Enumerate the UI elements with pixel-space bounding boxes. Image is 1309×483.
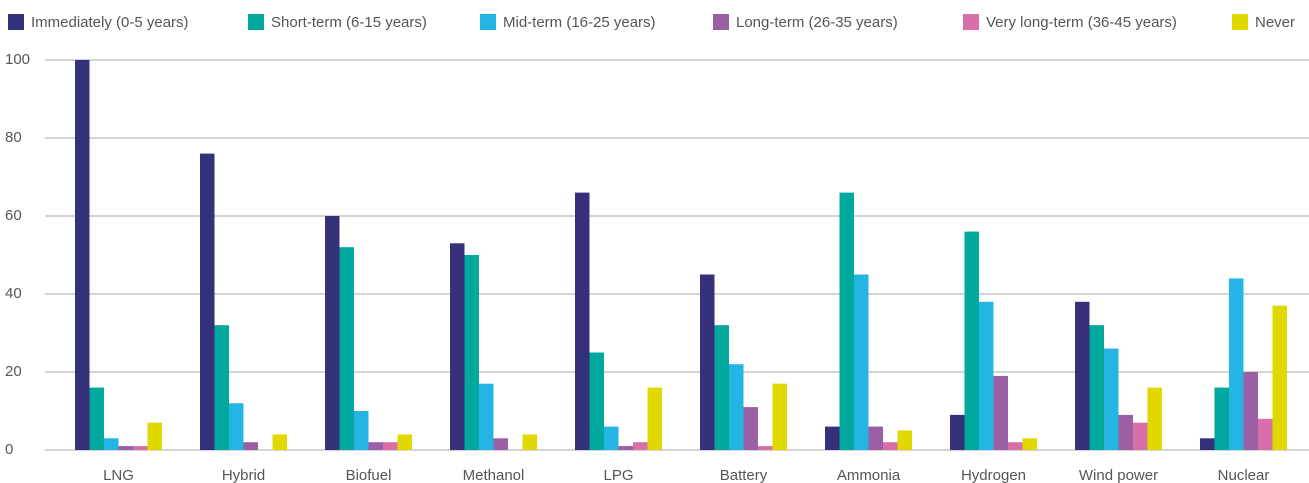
bar	[1214, 387, 1229, 450]
bar	[200, 153, 215, 450]
bar	[479, 383, 494, 450]
y-tick-label: 0	[5, 441, 13, 458]
bar	[368, 442, 383, 450]
bar	[647, 387, 662, 450]
bar	[1272, 305, 1287, 450]
legend-label: Short-term (6-15 years)	[271, 14, 427, 31]
legend-swatch	[8, 14, 24, 30]
bar	[1089, 325, 1104, 450]
bar	[354, 411, 369, 450]
bar	[839, 192, 854, 450]
bar	[1200, 438, 1215, 450]
bar	[618, 446, 633, 450]
bar	[243, 442, 258, 450]
x-tick-label: Hybrid	[222, 467, 265, 483]
x-tick-label: Wind power	[1079, 467, 1158, 483]
bar	[383, 442, 398, 450]
bar	[1075, 301, 1090, 450]
bar	[825, 426, 840, 450]
legend-swatch	[963, 14, 979, 30]
legend-swatch	[713, 14, 729, 30]
bar	[897, 430, 912, 450]
y-tick-label: 80	[5, 129, 22, 146]
x-tick-label: Battery	[720, 467, 768, 483]
bar	[493, 438, 508, 450]
bar	[964, 231, 979, 450]
bar	[1008, 442, 1023, 450]
bar	[104, 438, 119, 450]
bar	[993, 375, 1008, 450]
bar	[868, 426, 883, 450]
x-tick-label: Hydrogen	[961, 467, 1026, 483]
y-tick-label: 40	[5, 285, 22, 302]
legend-swatch	[248, 14, 264, 30]
x-tick-label: Ammonia	[837, 467, 901, 483]
bar	[1229, 278, 1244, 450]
bar	[89, 387, 104, 450]
x-tick-label: LPG	[603, 467, 633, 483]
bar	[758, 446, 773, 450]
bar	[729, 364, 744, 450]
bar	[1258, 418, 1273, 450]
bar	[339, 247, 354, 450]
bar	[1133, 422, 1148, 450]
bar	[604, 426, 619, 450]
bar	[229, 403, 244, 450]
bar	[1147, 387, 1162, 450]
bar	[1104, 348, 1119, 450]
y-tick-label: 100	[5, 51, 30, 68]
x-tick-label: LNG	[103, 467, 134, 483]
bar	[1243, 372, 1258, 450]
bar	[1022, 438, 1037, 450]
legend-swatch	[480, 14, 496, 30]
bar	[522, 434, 537, 450]
x-tick-label: Nuclear	[1218, 467, 1270, 483]
bar	[272, 434, 287, 450]
y-tick-label: 60	[5, 207, 22, 224]
bar	[325, 216, 340, 450]
bar	[950, 414, 965, 450]
legend-label: Mid-term (16-25 years)	[503, 14, 656, 31]
bar	[133, 446, 148, 450]
bar	[772, 383, 787, 450]
bar	[147, 422, 162, 450]
legend-label: Never	[1255, 14, 1295, 31]
bar	[743, 407, 758, 450]
bar	[633, 442, 648, 450]
legend-label: Long-term (26-35 years)	[736, 14, 898, 31]
legend-label: Immediately (0-5 years)	[31, 14, 189, 31]
bar	[118, 446, 133, 450]
bar	[397, 434, 412, 450]
legend-label: Very long-term (36-45 years)	[986, 14, 1177, 31]
legend-swatch	[1232, 14, 1248, 30]
bar	[1118, 414, 1133, 450]
bar	[979, 301, 994, 450]
bar	[700, 274, 715, 450]
bar	[854, 274, 869, 450]
bar	[883, 442, 898, 450]
bar	[75, 60, 90, 450]
bar	[464, 255, 479, 450]
bar	[589, 352, 604, 450]
bar	[450, 243, 465, 450]
x-tick-label: Methanol	[463, 467, 525, 483]
y-tick-label: 20	[5, 363, 22, 380]
bar	[214, 325, 229, 450]
x-tick-label: Biofuel	[346, 467, 392, 483]
bar	[714, 325, 729, 450]
bar	[575, 192, 590, 450]
